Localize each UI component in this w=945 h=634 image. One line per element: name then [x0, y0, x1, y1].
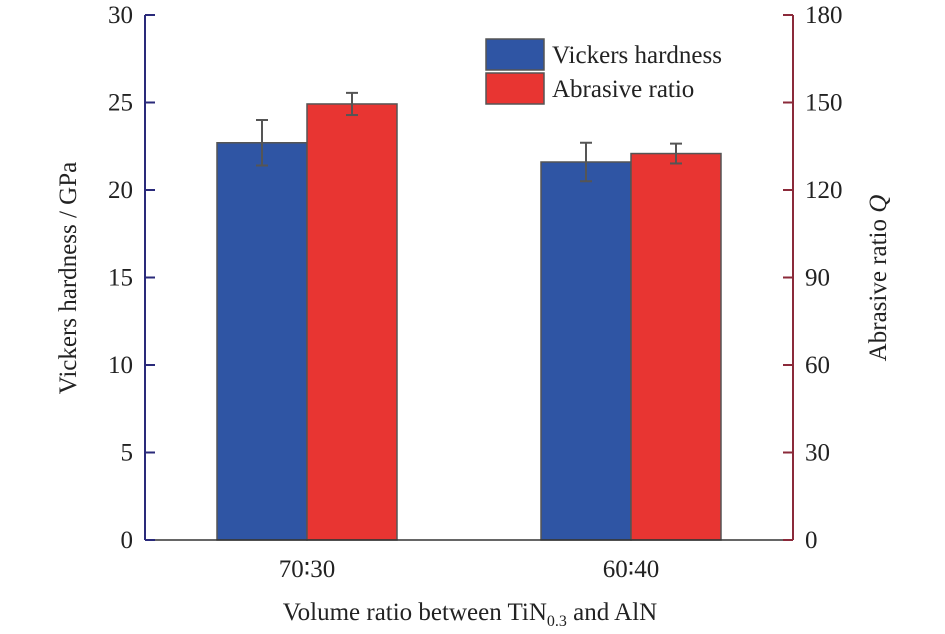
legend-label-abrasive-ratio: Abrasive ratio: [552, 76, 694, 103]
right-axis-tick-label: 60: [805, 352, 830, 379]
x-axis-title-tail: and AlN: [567, 599, 657, 626]
right-axis-tick-label: 30: [805, 440, 830, 467]
bar-vickers-hardness-1: [216, 142, 308, 541]
left-axis-tick-label: 5: [121, 440, 134, 467]
error-bar-abrasive-ratio-1: [346, 91, 358, 117]
left-axis-tick-label: 25: [108, 90, 133, 117]
bar-vickers-hardness-2: [540, 161, 632, 541]
legend: Vickers hardness Abrasive ratio: [485, 38, 722, 105]
legend-swatch-vickers-hardness: [485, 38, 545, 71]
error-bar-abrasive-ratio-2: [670, 142, 682, 165]
left-axis-tick-label: 10: [108, 352, 133, 379]
right-axis-tick-label: 180: [805, 2, 843, 29]
right-axis-title: Abrasive ratio Q: [865, 195, 892, 362]
x-axis-title-main: Volume ratio between TiN: [283, 599, 547, 626]
bars-group: [216, 103, 722, 541]
bar-abrasive-ratio-1: [306, 103, 398, 541]
error-bar-vickers-hardness-1: [256, 119, 268, 167]
left-axis-tick-label: 30: [108, 2, 133, 29]
x-axis-title-subscript: 0.3: [547, 613, 567, 630]
left-axis-tick-label: 15: [108, 265, 133, 292]
right-axis-title-text: Abrasive ratio: [865, 213, 892, 362]
error-bar-vickers-hardness-2: [580, 141, 592, 183]
x-axis-title: Volume ratio between TiN0.3 and AlN: [283, 599, 657, 630]
left-axis-tick-label: 20: [108, 177, 133, 204]
bar-abrasive-ratio-2: [630, 152, 722, 541]
legend-swatch-abrasive-ratio: [485, 72, 545, 105]
right-axis-ticks: 0 30 60 90 120 150 180: [783, 2, 843, 554]
right-axis-tick-label: 0: [805, 527, 818, 554]
legend-label-vickers-hardness: Vickers hardness: [552, 42, 722, 69]
right-axis-tick-label: 90: [805, 265, 830, 292]
right-axis-tick-label: 120: [805, 177, 843, 204]
left-axis-title: Vickers hardness / GPa: [55, 162, 82, 394]
x-axis-tick-label: 70∶30: [279, 556, 336, 583]
right-axis-tick-label: 150: [805, 90, 843, 117]
x-axis-ticks: 70∶30 60∶40: [279, 556, 660, 583]
error-bars-group: [256, 91, 682, 183]
x-axis-tick-label: 60∶40: [603, 556, 660, 583]
left-axis-ticks: 0 5 10 15 20 25 30: [108, 2, 155, 554]
right-axis-title-symbol: Q: [865, 195, 892, 213]
left-axis-tick-label: 0: [121, 527, 134, 554]
